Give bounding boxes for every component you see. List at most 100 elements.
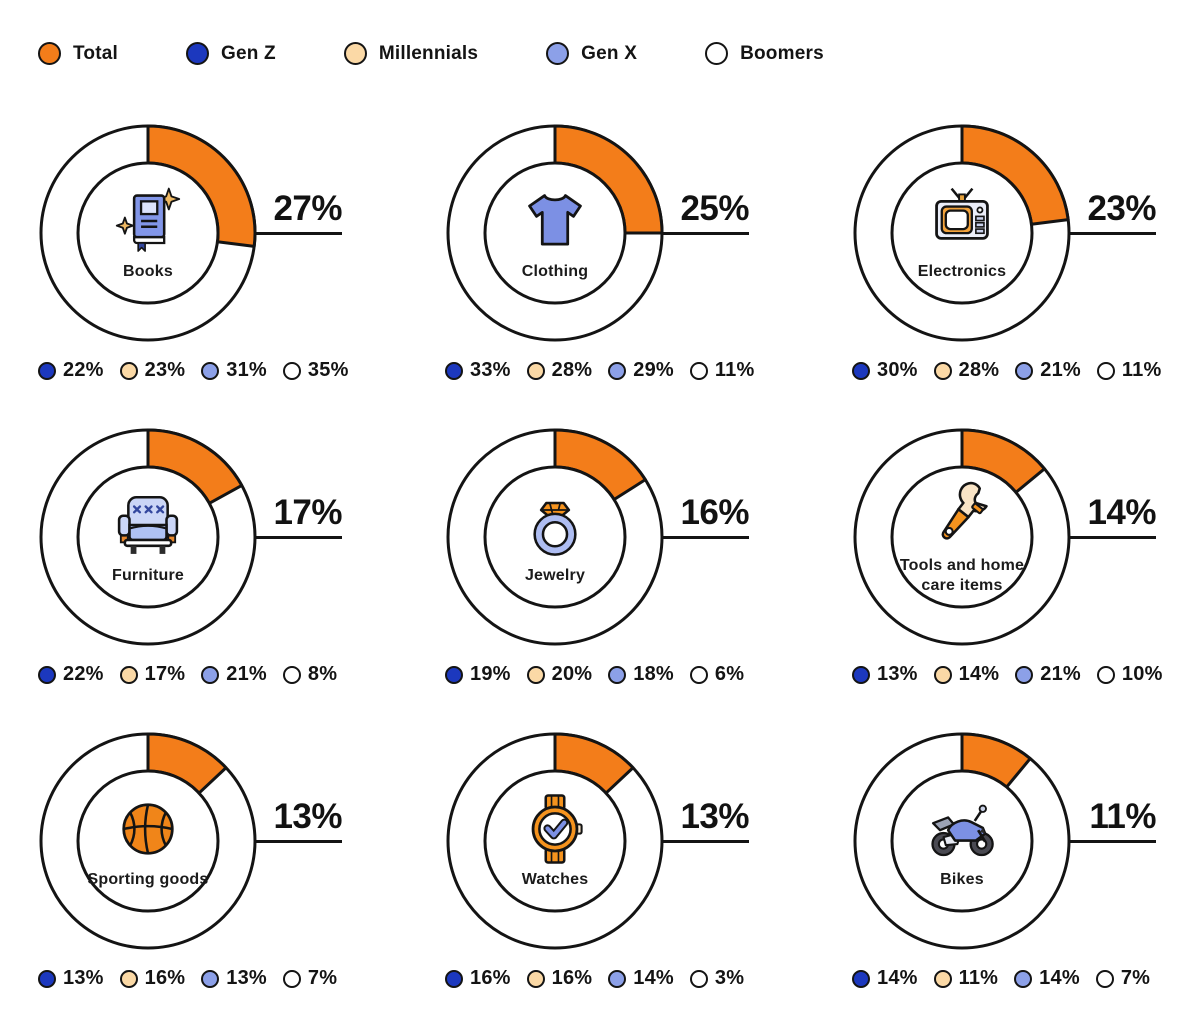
boomers-dot-icon: [282, 969, 301, 988]
stat-gen-x: 21%: [1015, 663, 1081, 686]
generation-value: 21%: [1040, 359, 1081, 381]
generation-value: 33%: [470, 359, 511, 381]
stat-millennials: 16%: [526, 967, 593, 990]
stat-boomers: 11%: [689, 359, 755, 382]
stat-boomers: 10%: [1096, 663, 1163, 686]
donut-center: Tools and home care items: [852, 427, 1072, 647]
gen-x-dot-icon: [1014, 969, 1033, 988]
generation-value: 28%: [551, 359, 593, 381]
generation-value: 19%: [470, 663, 511, 685]
boomers-dot-icon: [689, 665, 708, 684]
category-label: Bikes: [940, 871, 984, 888]
stat-boomers: 3%: [689, 967, 745, 990]
gen-z-dot-icon: [852, 665, 870, 684]
stat-boomers: 35%: [282, 359, 349, 382]
stat-gen-x: 31%: [201, 359, 267, 382]
stat-gen-x: 14%: [608, 967, 674, 990]
generation-value: 20%: [551, 663, 593, 685]
generation-stats: 22% 17% 21% 8%: [38, 663, 337, 686]
jewelry-icon: [533, 501, 577, 556]
callout-line: [1069, 535, 1156, 539]
generation-value: 3%: [714, 967, 745, 989]
generation-value: 13%: [63, 967, 104, 989]
generation-stats: 14% 11% 14% 7%: [852, 967, 1150, 990]
callout-line: [255, 839, 342, 843]
stat-gen-z: 13%: [38, 967, 104, 990]
category-icon-slot: [925, 478, 999, 552]
stat-gen-x: 21%: [1015, 359, 1081, 382]
generation-value: 10%: [1121, 663, 1163, 685]
millennials-dot-icon: [119, 665, 138, 684]
category-icon-slot: [518, 792, 592, 866]
generation-value: 16%: [144, 967, 186, 989]
total-value: 25%: [680, 189, 749, 228]
millennials-dot-icon: [933, 969, 952, 988]
category-icon-slot: [925, 184, 999, 258]
stat-boomers: 11%: [1096, 359, 1162, 382]
generation-stats: 22% 23% 31% 35%: [38, 359, 349, 382]
chart-furniture: Furniture 17% 22% 17% 21% 8%: [0, 427, 407, 731]
stat-gen-z: 19%: [445, 663, 511, 686]
chart-tools-and-home-care-items: Tools and home care items 14% 13% 14% 21…: [814, 427, 1200, 731]
chart-jewelry: Jewelry 16% 19% 20% 18% 6%: [407, 427, 814, 731]
donut-center: Electronics: [852, 123, 1072, 343]
stat-millennials: 23%: [119, 359, 186, 382]
category-icon-slot: [111, 184, 185, 258]
chart-books: Books 27% 22% 23% 31% 35%: [0, 123, 407, 427]
gen-z-dot-icon: [38, 361, 56, 380]
generation-value: 7%: [307, 967, 338, 989]
millennials-dot-icon: [119, 361, 138, 380]
generation-value: 14%: [877, 967, 918, 989]
generation-value: 21%: [1040, 663, 1081, 685]
millennials-dot-icon: [343, 42, 367, 65]
total-value: 13%: [680, 797, 749, 836]
stat-boomers: 7%: [1095, 967, 1150, 990]
category-label: Sporting goods: [87, 871, 209, 888]
generation-value: 29%: [633, 359, 674, 381]
furniture-icon: [117, 495, 179, 554]
generation-value: 22%: [63, 359, 104, 381]
stat-gen-x: 18%: [608, 663, 674, 686]
generation-value: 22%: [63, 663, 104, 685]
generation-value: 6%: [714, 663, 745, 685]
stat-gen-z: 13%: [852, 663, 918, 686]
total-value: 16%: [680, 493, 749, 532]
boomers-dot-icon: [282, 665, 301, 684]
stat-millennials: 28%: [526, 359, 593, 382]
category-label: Jewelry: [524, 567, 586, 584]
category-label: Furniture: [111, 567, 185, 584]
legend-item-gen-z: Gen Z: [185, 42, 276, 65]
legend-item-boomers: Boomers: [705, 42, 824, 65]
donut-center: Furniture: [38, 427, 258, 647]
generation-value: 23%: [144, 359, 186, 381]
generation-value: 31%: [226, 359, 267, 381]
generation-value: 18%: [633, 663, 674, 685]
gen-z-dot-icon: [852, 361, 870, 380]
gen-z-dot-icon: [185, 42, 209, 65]
category-label: Clothing: [521, 263, 589, 280]
watches-icon: [531, 794, 583, 864]
callout-line: [662, 231, 749, 235]
gen-x-dot-icon: [546, 42, 570, 65]
chart-sporting-goods: Sporting goods 13% 13% 16% 13% 7%: [0, 731, 407, 1035]
generation-stats: 19% 20% 18% 6%: [445, 663, 744, 686]
generation-value: 13%: [877, 663, 918, 685]
gen-x-dot-icon: [608, 361, 627, 380]
generation-stats: 16% 16% 14% 3%: [445, 967, 744, 990]
stat-gen-x: 13%: [201, 967, 267, 990]
stat-millennials: 11%: [933, 967, 999, 990]
gen-x-dot-icon: [201, 665, 220, 684]
callout-line: [1069, 839, 1156, 843]
charts-grid: Books 27% 22% 23% 31% 35% Clothing 25%: [0, 123, 1200, 1035]
tools-icon: [941, 481, 988, 540]
chart-clothing: Clothing 25% 33% 28% 29% 11%: [407, 123, 814, 427]
callout-line: [255, 535, 342, 539]
gen-z-dot-icon: [445, 969, 463, 988]
category-icon-slot: [111, 792, 185, 866]
callout-line: [1069, 231, 1156, 235]
total-dot-icon: [38, 42, 61, 65]
gen-z-dot-icon: [852, 969, 870, 988]
stat-gen-z: 30%: [852, 359, 918, 382]
donut-center: Watches: [445, 731, 665, 951]
total-value: 17%: [273, 493, 342, 532]
